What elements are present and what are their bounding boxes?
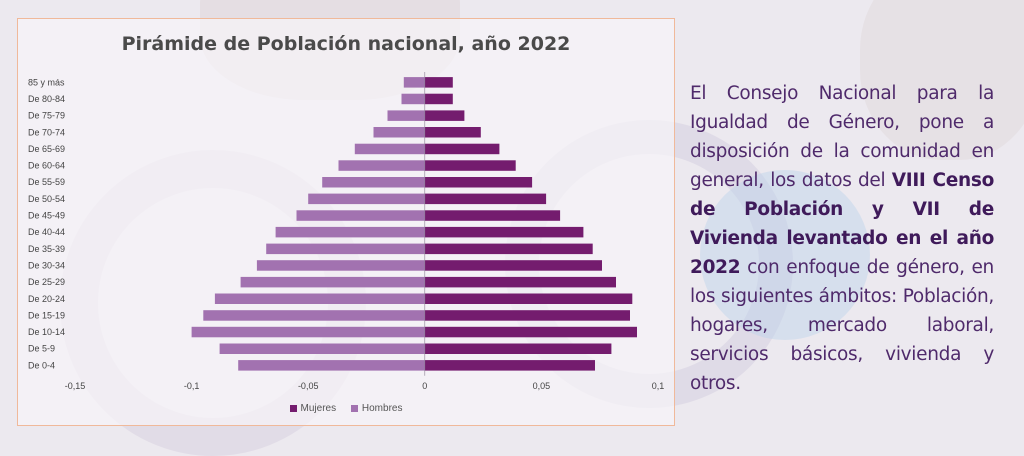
legend-item-hombres: Hombres xyxy=(350,403,403,414)
description-intro: El Consejo Nacional para la Igualdad de … xyxy=(690,83,994,191)
legend-item-mujeres: Mujeres xyxy=(289,403,337,414)
bar-hombres xyxy=(214,293,425,304)
legend-swatch-mujeres xyxy=(289,405,297,412)
bar-hombres xyxy=(296,210,425,221)
bar-hombres xyxy=(308,193,425,205)
bar-mujeres xyxy=(424,177,533,188)
bar-mujeres xyxy=(424,127,481,138)
x-tick-label: 0 xyxy=(422,381,427,391)
category-label: De 5-9 xyxy=(28,344,55,354)
bar-mujeres xyxy=(424,293,633,304)
bar-mujeres xyxy=(424,93,453,105)
category-label: De 20-24 xyxy=(28,294,65,304)
legend-label-mujeres: Mujeres xyxy=(300,403,337,414)
bar-hombres xyxy=(191,326,425,338)
bar-hombres xyxy=(219,343,425,354)
hand-decoration-right xyxy=(860,0,1024,160)
bar-mujeres xyxy=(424,160,516,171)
category-label: 85 y más xyxy=(28,77,65,87)
x-tick-label: -0,1 xyxy=(184,381,200,391)
legend-label-hombres: Hombres xyxy=(361,403,403,414)
population-pyramid-chart: Pirámide de Población nacional, año 2022… xyxy=(17,18,675,426)
bar-mujeres xyxy=(424,276,616,288)
bar-mujeres xyxy=(424,210,561,221)
category-label: De 65-69 xyxy=(28,144,65,154)
bar-hombres xyxy=(266,243,425,255)
bar-mujeres xyxy=(424,260,602,271)
description-census-name: VIII Censo de Población y VII de Viviend… xyxy=(690,170,994,278)
bar-hombres xyxy=(403,77,425,88)
chart-title: Pirámide de Población nacional, año 2022 xyxy=(121,33,571,55)
category-label: De 45-49 xyxy=(28,211,65,221)
x-tick-label: -0,15 xyxy=(65,381,86,391)
category-label: De 80-84 xyxy=(28,94,65,104)
category-label: De 10-14 xyxy=(28,327,65,337)
category-label: De 0-4 xyxy=(28,360,55,370)
bar-mujeres xyxy=(424,110,465,121)
chart-legend: Mujeres Hombres xyxy=(18,403,674,415)
bar-hombres xyxy=(238,360,425,371)
bar-mujeres xyxy=(424,243,593,255)
bar-mujeres xyxy=(424,77,453,88)
bar-mujeres xyxy=(424,226,584,238)
bar-hombres xyxy=(275,226,425,238)
category-label: De 75-79 xyxy=(28,111,65,121)
x-tick-label: 0,1 xyxy=(652,381,665,391)
description-scope: con enfoque de género, en los siguientes… xyxy=(690,257,994,394)
category-label: De 35-39 xyxy=(28,244,65,254)
category-label: De 30-34 xyxy=(28,261,65,271)
x-tick-label: 0,05 xyxy=(533,381,551,391)
bar-hombres xyxy=(373,127,425,138)
blue-symbol-decoration xyxy=(700,170,870,340)
bar-hombres xyxy=(338,160,425,171)
bar-mujeres xyxy=(424,310,630,321)
category-label: De 40-44 xyxy=(28,227,65,237)
bar-mujeres xyxy=(424,143,500,155)
bar-hombres xyxy=(256,260,425,271)
category-label: De 25-29 xyxy=(28,277,65,287)
bar-hombres xyxy=(354,143,425,155)
bar-hombres xyxy=(240,276,425,288)
chart-plot-area: De 0-4 De 5-9 De 10-14 De 15-19 De 20-24 De 2… xyxy=(28,72,665,391)
category-label: De 15-19 xyxy=(28,310,65,320)
census-description: El Consejo Nacional para la Igualdad de … xyxy=(690,79,994,398)
bar-mujeres xyxy=(424,193,547,205)
category-label: De 60-64 xyxy=(28,161,65,171)
x-tick-label: -0,05 xyxy=(298,381,319,391)
bar-mujeres xyxy=(424,343,612,354)
category-label: De 55-59 xyxy=(28,177,65,187)
legend-swatch-hombres xyxy=(350,405,358,412)
bar-hombres xyxy=(203,310,425,321)
category-label: De 70-74 xyxy=(28,127,65,137)
bar-hombres xyxy=(322,177,425,188)
category-label: De 50-54 xyxy=(28,194,65,204)
bar-hombres xyxy=(387,110,425,121)
bar-mujeres xyxy=(424,360,595,371)
bar-hombres xyxy=(401,93,425,105)
bar-mujeres xyxy=(424,326,637,338)
